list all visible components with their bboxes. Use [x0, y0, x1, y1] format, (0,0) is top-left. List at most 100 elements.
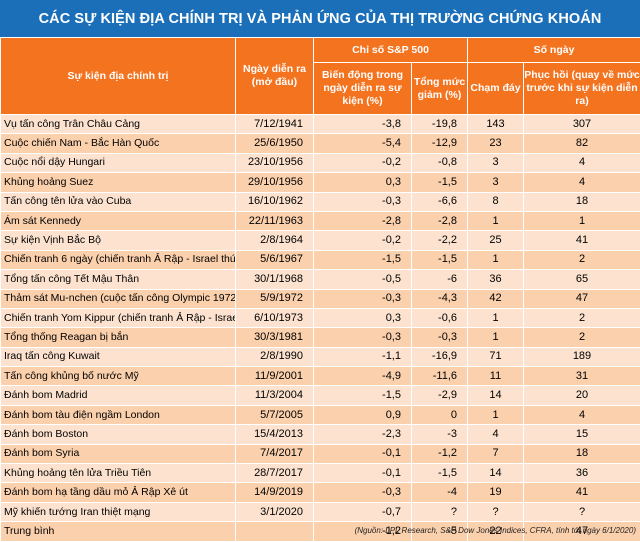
- change-cell: -0,7: [314, 502, 412, 521]
- average-date-empty: [236, 522, 314, 541]
- change-cell: -0,2: [314, 153, 412, 172]
- decline-cell: ?: [412, 502, 468, 521]
- page-title: CÁC SỰ KIỆN ĐỊA CHÍNH TRỊ VÀ PHẢN ỨNG CỦ…: [0, 0, 640, 37]
- event-cell: Sự kiện Vịnh Bắc Bộ: [1, 231, 236, 250]
- bottom-cell: 1: [468, 250, 524, 269]
- event-cell: Mỹ khiến tướng Iran thiệt mạng: [1, 502, 236, 521]
- recovery-cell: 4: [524, 153, 640, 172]
- change-cell: 0,3: [314, 308, 412, 327]
- decline-cell: -6: [412, 270, 468, 289]
- date-cell: 16/10/1962: [236, 192, 314, 211]
- bottom-cell: 8: [468, 192, 524, 211]
- date-cell: 11/3/2004: [236, 386, 314, 405]
- date-cell: 29/10/1956: [236, 173, 314, 192]
- date-cell: 25/6/1950: [236, 134, 314, 153]
- decline-cell: -2,9: [412, 386, 468, 405]
- date-cell: 5/7/2005: [236, 405, 314, 424]
- bottom-cell: 3: [468, 153, 524, 172]
- date-cell: 30/3/1981: [236, 328, 314, 347]
- decline-cell: -12,9: [412, 134, 468, 153]
- date-cell: 11/9/2001: [236, 367, 314, 386]
- event-cell: Tổng thống Reagan bị bắn: [1, 328, 236, 347]
- bottom-cell: 14: [468, 386, 524, 405]
- bottom-cell: 1: [468, 405, 524, 424]
- bottom-cell: 14: [468, 464, 524, 483]
- bottom-cell: 1: [468, 308, 524, 327]
- recovery-cell: 2: [524, 308, 640, 327]
- bottom-cell: 19: [468, 483, 524, 502]
- recovery-cell: ?: [524, 502, 640, 521]
- change-cell: -2,3: [314, 425, 412, 444]
- date-cell: 2/8/1964: [236, 231, 314, 250]
- decline-cell: -0,6: [412, 308, 468, 327]
- decline-cell: -1,2: [412, 444, 468, 463]
- header-days-group: Số ngày: [468, 38, 640, 63]
- recovery-cell: 41: [524, 231, 640, 250]
- bottom-cell: 4: [468, 425, 524, 444]
- date-cell: 3/1/2020: [236, 502, 314, 521]
- event-cell: Đánh bom tàu điện ngầm London: [1, 405, 236, 424]
- date-cell: 7/4/2017: [236, 444, 314, 463]
- change-cell: -0,3: [314, 289, 412, 308]
- event-cell: Khủng hoảng Suez: [1, 173, 236, 192]
- event-cell: Iraq tấn công Kuwait: [1, 347, 236, 366]
- change-cell: 0,3: [314, 173, 412, 192]
- change-cell: -1,1: [314, 347, 412, 366]
- decline-cell: -0,8: [412, 153, 468, 172]
- date-cell: 15/4/2013: [236, 425, 314, 444]
- event-cell: Cuộc nổi dậy Hungari: [1, 153, 236, 172]
- bottom-cell: 1: [468, 328, 524, 347]
- bottom-cell: 71: [468, 347, 524, 366]
- recovery-cell: 18: [524, 192, 640, 211]
- recovery-cell: 82: [524, 134, 640, 153]
- event-cell: Vụ tấn công Trân Châu Cảng: [1, 115, 236, 134]
- decline-cell: -0,3: [412, 328, 468, 347]
- event-cell: Tấn công khủng bố nước Mỹ: [1, 367, 236, 386]
- change-cell: -0,2: [314, 231, 412, 250]
- bottom-cell: 11: [468, 367, 524, 386]
- header-sp500-group: Chỉ số S&P 500: [314, 38, 468, 63]
- date-cell: 14/9/2019: [236, 483, 314, 502]
- event-cell: Đánh bom Boston: [1, 425, 236, 444]
- header-event: Sự kiện địa chính trị: [1, 38, 236, 115]
- decline-cell: -2,2: [412, 231, 468, 250]
- recovery-cell: 65: [524, 270, 640, 289]
- header-date: Ngày diễn ra (mở đầu): [236, 38, 314, 115]
- change-cell: -0,3: [314, 328, 412, 347]
- decline-cell: -11,6: [412, 367, 468, 386]
- decline-cell: -19,8: [412, 115, 468, 134]
- decline-cell: -4: [412, 483, 468, 502]
- bottom-cell: 7: [468, 444, 524, 463]
- event-cell: Cuộc chiến Nam - Bắc Hàn Quốc: [1, 134, 236, 153]
- recovery-cell: 20: [524, 386, 640, 405]
- recovery-cell: 47: [524, 289, 640, 308]
- recovery-cell: 307: [524, 115, 640, 134]
- decline-cell: -3: [412, 425, 468, 444]
- event-cell: Thảm sát Mu-nchen (cuộc tấn công Olympic…: [1, 289, 236, 308]
- bottom-cell: ?: [468, 502, 524, 521]
- source-note: (Nguồn: LPL Research, S&P Dow Jones Indi…: [355, 526, 636, 535]
- recovery-cell: 2: [524, 250, 640, 269]
- recovery-cell: 41: [524, 483, 640, 502]
- recovery-cell: 189: [524, 347, 640, 366]
- event-cell: Đánh bom Madrid: [1, 386, 236, 405]
- change-cell: -0,5: [314, 270, 412, 289]
- change-cell: -3,8: [314, 115, 412, 134]
- date-cell: 22/11/1963: [236, 211, 314, 230]
- decline-cell: -2,8: [412, 211, 468, 230]
- bottom-cell: 23: [468, 134, 524, 153]
